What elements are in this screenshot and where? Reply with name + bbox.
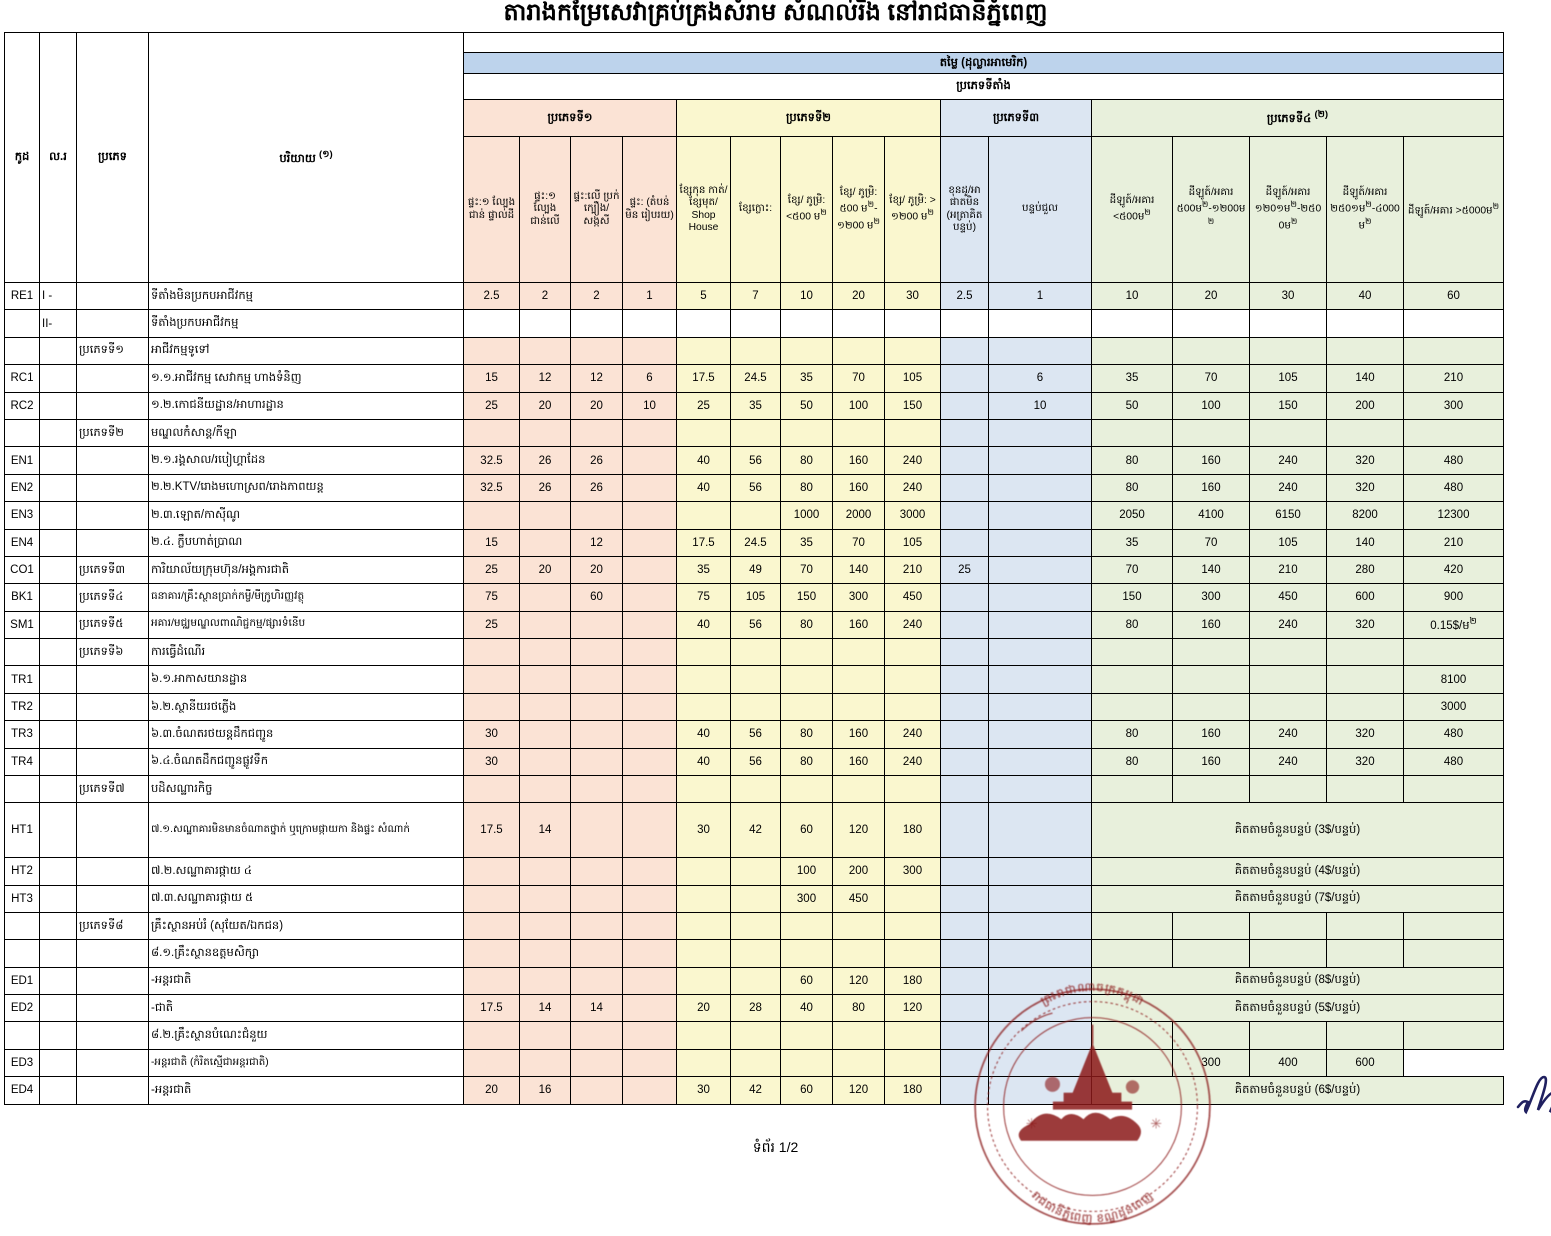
svg-text:✳: ✳	[1150, 1117, 1162, 1133]
svg-text:រាជធានីភ្នំពេញ ខណ្ឌដូនពេញ: រាជធានីភ្នំពេញ ខណ្ឌដូនពេញ	[1029, 1190, 1156, 1227]
svg-text:✳: ✳	[1026, 1117, 1038, 1133]
